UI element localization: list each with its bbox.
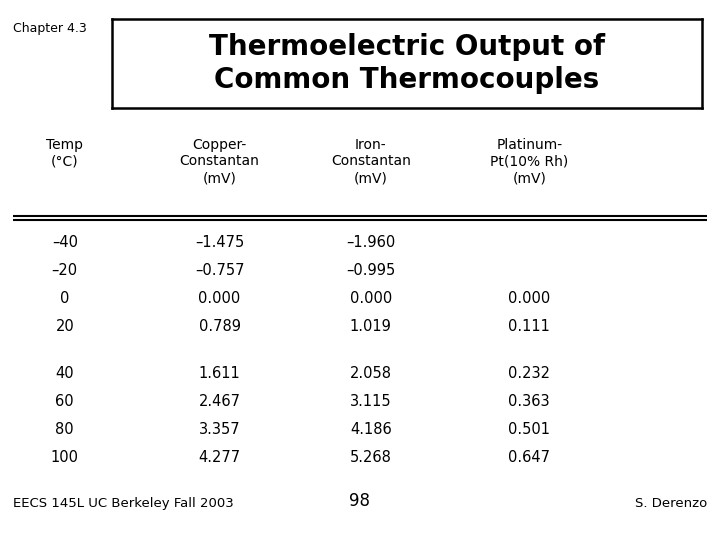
- Text: S. Derenzo: S. Derenzo: [635, 497, 707, 510]
- Text: Chapter 4.3: Chapter 4.3: [13, 22, 86, 35]
- Text: 1.611: 1.611: [199, 366, 240, 381]
- Text: 60: 60: [55, 394, 74, 409]
- Text: Thermoelectric Output of
Common Thermocouples: Thermoelectric Output of Common Thermoco…: [209, 33, 605, 94]
- Text: 20: 20: [55, 319, 74, 334]
- Text: 100: 100: [51, 450, 78, 465]
- Text: 0.501: 0.501: [508, 422, 550, 437]
- Text: –1.960: –1.960: [346, 235, 395, 250]
- Text: Iron-
Constantan
(mV): Iron- Constantan (mV): [331, 138, 410, 185]
- Text: Copper-
Constantan
(mV): Copper- Constantan (mV): [180, 138, 259, 185]
- Text: 1.019: 1.019: [350, 319, 392, 334]
- Text: 2.058: 2.058: [350, 366, 392, 381]
- Text: 3.357: 3.357: [199, 422, 240, 437]
- Text: –1.475: –1.475: [195, 235, 244, 250]
- Text: 4.277: 4.277: [199, 450, 240, 465]
- Text: –0.757: –0.757: [195, 263, 244, 278]
- Text: 5.268: 5.268: [350, 450, 392, 465]
- Text: 98: 98: [349, 492, 371, 510]
- Text: Temp
(°C): Temp (°C): [46, 138, 84, 168]
- Text: 0.789: 0.789: [199, 319, 240, 334]
- Text: –20: –20: [52, 263, 78, 278]
- Text: 4.186: 4.186: [350, 422, 392, 437]
- Text: 3.115: 3.115: [350, 394, 392, 409]
- Text: EECS 145L UC Berkeley Fall 2003: EECS 145L UC Berkeley Fall 2003: [13, 497, 234, 510]
- Text: –0.995: –0.995: [346, 263, 395, 278]
- Text: –40: –40: [52, 235, 78, 250]
- Text: 80: 80: [55, 422, 74, 437]
- Text: 0.647: 0.647: [508, 450, 550, 465]
- Text: 0: 0: [60, 291, 70, 306]
- Text: 0.000: 0.000: [350, 291, 392, 306]
- Text: 0.000: 0.000: [508, 291, 550, 306]
- Text: 0.232: 0.232: [508, 366, 550, 381]
- Text: Platinum-
Pt(10% Rh)
(mV): Platinum- Pt(10% Rh) (mV): [490, 138, 568, 185]
- Text: 0.000: 0.000: [199, 291, 240, 306]
- Text: 0.111: 0.111: [508, 319, 550, 334]
- Text: 40: 40: [55, 366, 74, 381]
- Text: 0.363: 0.363: [508, 394, 550, 409]
- Text: 2.467: 2.467: [199, 394, 240, 409]
